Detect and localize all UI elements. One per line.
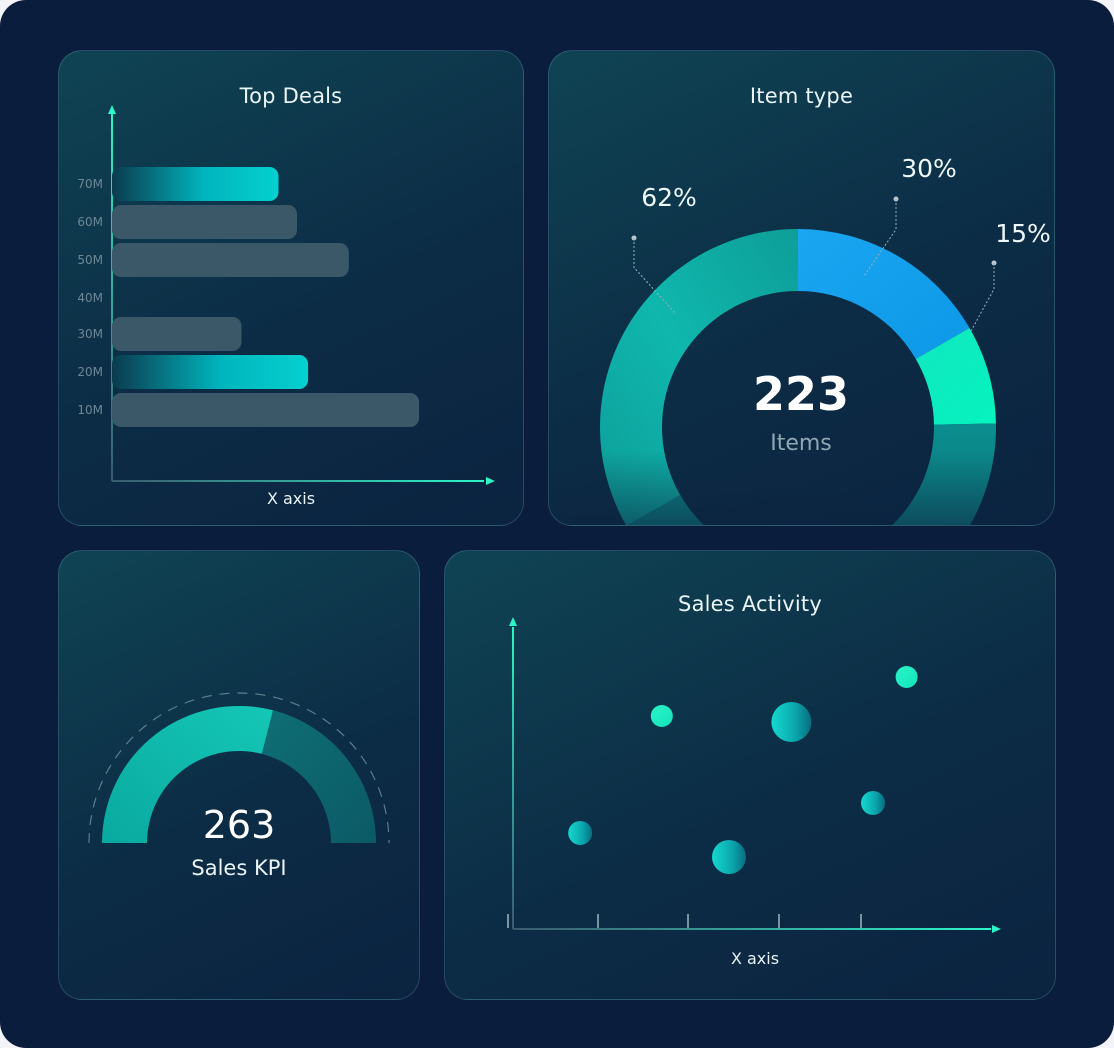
x-axis-arrow <box>992 925 1001 933</box>
scatter-point <box>771 702 812 742</box>
sales-activity-card: Sales Activity X axis <box>444 550 1056 1000</box>
item-type-card: Item type 62% 30% 15% 223 Items <box>548 50 1055 526</box>
top-deals-x-axis-label: X axis <box>266 489 316 508</box>
gauge-remaining-arc <box>261 710 376 843</box>
donut-slice-30 <box>798 229 970 359</box>
sales-activity-chart <box>507 617 1001 933</box>
top-deals-card: Top Deals 70M 60M 50M 40M 30M 20M 10M X axis <box>58 50 524 526</box>
y-axis-line <box>111 113 113 481</box>
scatter-point <box>650 705 673 727</box>
sales-kpi-value: 263 <box>202 803 276 847</box>
item-type-center-label: Items <box>770 431 832 456</box>
item-type-chart: 62% 30% 15% <box>549 154 1054 525</box>
bar <box>112 205 297 239</box>
scatter-point <box>895 666 918 688</box>
y-tick-label: 10M <box>77 403 103 417</box>
x-axis-line <box>112 480 484 482</box>
x-axis-line <box>513 928 991 930</box>
y-axis-line <box>512 627 514 929</box>
y-tick-label: 40M <box>77 291 103 305</box>
donut-bottom-fade <box>549 451 1054 525</box>
donut-percent-label: 15% <box>995 219 1051 248</box>
sales-activity-title: Sales Activity <box>678 592 822 616</box>
gauge-dashed-track <box>88 692 390 844</box>
callout-line <box>970 263 995 332</box>
y-tick-label: 20M <box>77 365 103 379</box>
top-deals-chart: 70M 60M 50M 40M 30M 20M 10M <box>77 105 495 485</box>
y-tick-label: 50M <box>77 253 103 267</box>
item-type-center-value: 223 <box>752 367 850 421</box>
donut-slice-15 <box>915 328 996 425</box>
bar <box>112 243 349 277</box>
y-tick-label: 60M <box>77 215 103 229</box>
sales-kpi-card: 263 Sales KPI <box>58 550 420 1000</box>
callout-line <box>863 199 897 277</box>
sales-activity-x-axis-label: X axis <box>730 949 780 968</box>
callout-line <box>633 238 676 314</box>
gauge-value-arc <box>102 706 274 843</box>
sales-kpi-gauge <box>88 692 390 844</box>
bar <box>112 167 279 201</box>
y-tick-label: 70M <box>77 177 103 191</box>
x-axis-arrow <box>486 477 495 485</box>
y-axis-arrow <box>509 617 517 626</box>
bar <box>112 355 309 389</box>
scatter-point <box>712 840 746 874</box>
scatter-point <box>861 791 885 815</box>
y-axis-arrow <box>108 105 116 114</box>
bar <box>112 393 420 427</box>
item-type-title: Item type <box>749 84 854 108</box>
y-tick-label: 30M <box>77 327 103 341</box>
sales-kpi-label: Sales KPI <box>191 856 287 880</box>
scatter-point <box>568 821 593 845</box>
top-deals-title: Top Deals <box>239 84 343 108</box>
donut-percent-label: 62% <box>641 183 697 212</box>
bar <box>112 317 242 351</box>
donut-percent-label: 30% <box>901 154 957 183</box>
